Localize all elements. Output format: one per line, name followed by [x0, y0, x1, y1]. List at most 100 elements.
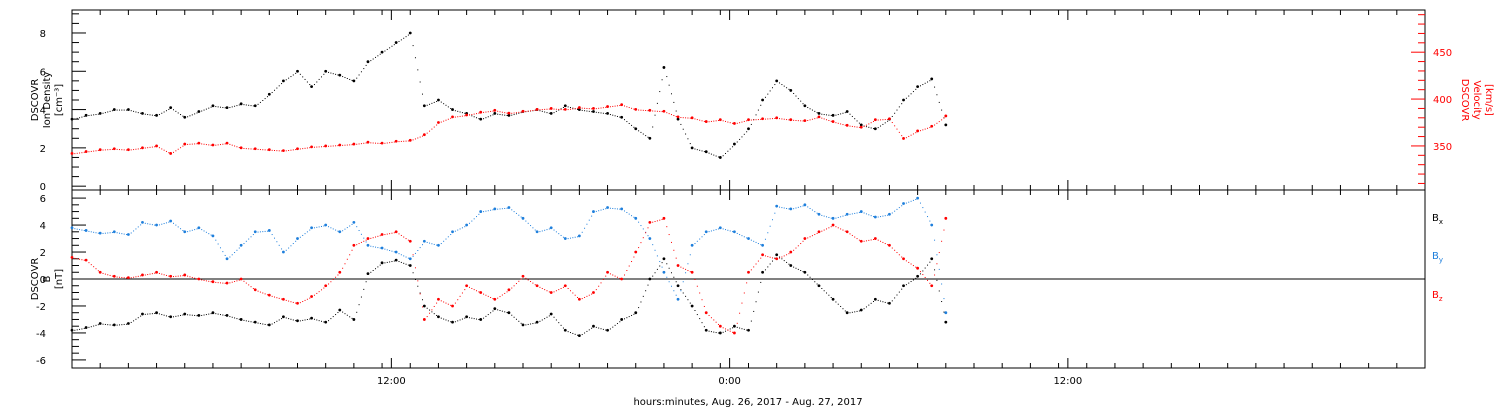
trail-dot	[210, 144, 212, 146]
bottom-ylabel-line-2: B	[42, 275, 53, 282]
data-point	[634, 216, 638, 220]
data-point	[366, 60, 370, 64]
trail-dot	[518, 214, 520, 216]
trail-dot	[342, 144, 344, 146]
data-point	[380, 261, 384, 265]
trail-dot	[168, 275, 170, 277]
trail-dot	[793, 92, 795, 94]
data-point	[634, 107, 638, 111]
trail-dot	[154, 272, 156, 274]
trail-dot	[781, 258, 783, 260]
trail-dot	[767, 256, 769, 258]
trail-dot	[175, 275, 177, 277]
trail-dot	[309, 229, 311, 231]
trail-dot	[938, 121, 940, 123]
trail-dot	[569, 237, 571, 239]
trail-dot	[609, 106, 611, 108]
trail-dot	[795, 207, 797, 209]
trail-dot	[262, 292, 264, 294]
data-point	[324, 144, 328, 148]
trail-dot	[259, 291, 261, 293]
trail-dot	[555, 290, 557, 292]
trail-dot	[487, 116, 489, 118]
trail-dot	[407, 264, 409, 266]
trail-dot	[163, 111, 165, 113]
trail-dot	[598, 112, 600, 114]
trail-dot	[807, 274, 809, 276]
trail-dot	[431, 102, 433, 104]
trail-dot	[81, 259, 83, 261]
trail-dot	[830, 296, 832, 298]
trail-dot	[109, 324, 111, 326]
trail-dot	[236, 280, 238, 282]
trail-dot	[868, 304, 870, 306]
trail-dot	[654, 249, 656, 251]
data-point	[563, 328, 567, 332]
data-point	[310, 316, 313, 320]
trail-dot	[194, 113, 196, 115]
trail-dot	[743, 328, 745, 330]
data-point	[549, 107, 553, 110]
trail-dot	[668, 267, 670, 269]
trail-dot	[912, 279, 914, 281]
data-point	[902, 137, 905, 140]
data-point	[98, 112, 102, 115]
trail-dot	[673, 249, 675, 251]
trail-dot	[245, 104, 247, 106]
trail-dot	[661, 218, 663, 220]
trail-dot	[163, 314, 165, 316]
trail-dot	[407, 140, 409, 142]
data-marks	[70, 31, 948, 338]
trail-dot	[497, 208, 499, 210]
trail-dot	[203, 109, 205, 111]
trail-dot	[443, 301, 445, 303]
trail-dot	[421, 299, 423, 301]
trail-dot	[309, 318, 311, 320]
trail-dot	[264, 230, 266, 232]
data-point	[944, 320, 948, 324]
trail-dot	[194, 314, 196, 316]
trail-dot	[795, 267, 797, 269]
trail-dot	[569, 290, 571, 292]
data-point	[239, 243, 243, 247]
trail-dot	[93, 114, 95, 116]
data-point	[84, 113, 88, 117]
trail-dot	[161, 112, 163, 114]
trail-dot	[372, 270, 374, 272]
trail-dot	[703, 151, 705, 153]
data-point	[930, 257, 934, 261]
trail-dot	[205, 144, 207, 146]
trail-dot	[377, 266, 379, 268]
trail-dot	[476, 117, 478, 119]
trail-dot	[877, 239, 879, 241]
trail-dot	[90, 150, 92, 152]
trail-dot	[459, 111, 461, 113]
x-tick-label: 12:00	[377, 376, 406, 387]
data-point	[944, 216, 948, 220]
data-point	[84, 326, 88, 329]
trail-dot	[295, 240, 297, 242]
trail-dot	[421, 135, 423, 137]
trail-dot	[642, 109, 644, 111]
trail-dot	[633, 256, 635, 258]
trail-dot	[285, 79, 287, 81]
trail-dot	[203, 230, 205, 232]
trail-dot	[421, 244, 423, 246]
trail-dot	[880, 125, 882, 127]
trail-dot	[389, 233, 391, 235]
trail-dot	[147, 147, 149, 149]
trail-dot	[349, 225, 351, 227]
trail-dot	[844, 214, 846, 216]
data-point	[718, 331, 722, 335]
trail-dot	[905, 137, 907, 139]
trail-dot	[743, 120, 745, 122]
data-point	[239, 318, 243, 321]
trail-dot	[840, 305, 842, 307]
trail-dot	[363, 68, 365, 70]
trail-dot	[295, 149, 297, 151]
data-point	[944, 311, 948, 315]
trail-dot	[786, 207, 788, 209]
trail-dot	[541, 319, 543, 321]
trail-dot	[584, 107, 586, 109]
trail-dot	[436, 124, 438, 126]
